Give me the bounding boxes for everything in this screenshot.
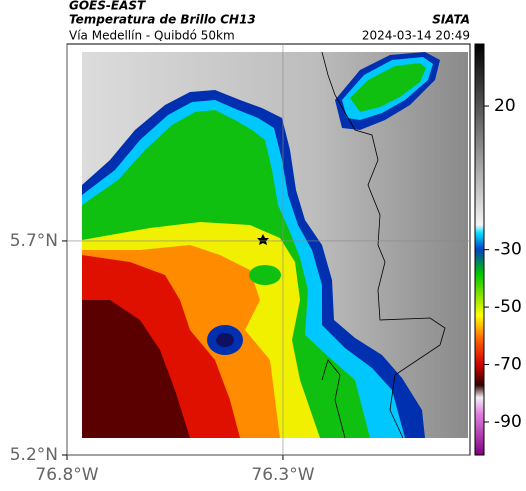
satellite-image [82, 52, 468, 438]
colorbar-tick-label: 20 [494, 96, 516, 116]
timestamp: 2024-03-14 20:49 [362, 29, 470, 43]
x-tick-label: 76.8°W [35, 465, 98, 485]
location-marker [257, 234, 269, 245]
y-tick-label: 5.7°N [10, 231, 58, 251]
source: GOES-EAST [69, 0, 146, 13]
colorbar-tick-label: -30 [494, 240, 522, 260]
colorbar-tick-label: -90 [494, 412, 522, 432]
subtitle: Vía Medellín - Quibdó 50km [69, 29, 235, 43]
colorbar-tick-label: -70 [494, 355, 522, 375]
x-tick-label: 76.3°W [251, 465, 314, 485]
y-tick-label: 5.2°N [10, 445, 58, 465]
colorbar [474, 43, 485, 456]
agency: SIATA [432, 13, 470, 27]
title: Temperatura de Brillo CH13 [69, 13, 256, 27]
colorbar-tick-label: -50 [494, 297, 522, 317]
